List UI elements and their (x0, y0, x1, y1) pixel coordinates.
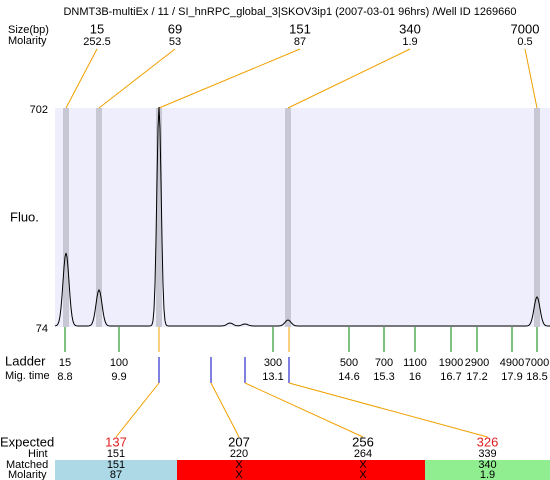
ladder-size: 2900 (465, 357, 489, 369)
peak-connector (158, 48, 301, 109)
molarity-value: 87 (110, 469, 122, 480)
ladder-size: 500 (340, 357, 358, 369)
ladder-time: 16 (409, 371, 421, 383)
ladder-size: 1900 (439, 357, 463, 369)
time-label: Mig. time (5, 370, 50, 382)
expected-value: 256 (352, 434, 374, 449)
peak-molarity: 0.5 (517, 36, 532, 48)
ladder-time: 9.9 (111, 371, 126, 383)
fragment-connector (115, 382, 160, 438)
expected-value: 137 (105, 434, 127, 449)
expected-value: 326 (477, 434, 499, 449)
matched-value: X (359, 459, 367, 471)
peak-molarity: 87 (294, 36, 306, 48)
ladder-time: 17.2 (466, 371, 487, 383)
matched-band (301, 460, 425, 480)
peak-connector (65, 48, 98, 109)
fragment-connector (288, 382, 488, 438)
peak-size: 69 (168, 21, 182, 36)
molarity-label: Molarity (8, 35, 47, 47)
molarity-value: X (359, 469, 367, 480)
fragment-connector (244, 382, 364, 438)
peak-connector (98, 48, 176, 109)
peak-size: 151 (289, 21, 311, 36)
matched-band (55, 460, 177, 480)
peak-connector (287, 48, 411, 109)
y-max-label: 702 (30, 104, 48, 116)
ladder-size: 15 (59, 357, 71, 369)
trace (54, 106, 550, 327)
size-label: Size(bp) (8, 24, 49, 36)
y-min-label: 74 (36, 323, 48, 335)
molarity-value: X (235, 469, 243, 480)
fragment-connector (210, 382, 240, 438)
expected-value: 207 (228, 434, 250, 449)
peak-band (63, 108, 69, 327)
peak-molarity: 1.9 (402, 36, 417, 48)
molarity-value: 1.9 (480, 469, 495, 480)
matched-value: X (235, 459, 243, 471)
matched-value: 151 (107, 459, 125, 471)
peak-size: 15 (90, 21, 104, 36)
title: DNMT3B-multiEx / 11 / SI_hnRPC_global_3|… (63, 6, 516, 18)
ladder-time: 15.3 (373, 371, 394, 383)
ladder-size: 700 (375, 357, 393, 369)
ladder-time: 16.7 (440, 371, 461, 383)
peak-band (96, 108, 102, 327)
peak-size: 340 (399, 21, 421, 36)
matched-label: Matched (6, 459, 48, 471)
hint-value: 151 (107, 448, 125, 460)
peak-band (156, 108, 162, 327)
ladder-size: 7000 (525, 357, 549, 369)
peak-size: 7000 (511, 21, 540, 36)
peak-connector (524, 48, 538, 109)
ladder-size: 4900 (500, 357, 524, 369)
ladder-time: 14.6 (338, 371, 359, 383)
plot-area (55, 108, 550, 327)
ladder-time: 18.5 (526, 371, 547, 383)
peak-band (534, 108, 540, 327)
ladder-size: 1100 (403, 357, 427, 369)
ladder-size: 300 (264, 357, 282, 369)
hint-value: 220 (230, 448, 248, 460)
hint-value: 264 (354, 448, 372, 460)
matched-band (425, 460, 550, 480)
ladder-label: Ladder (5, 353, 46, 368)
ladder-time: 17.9 (501, 371, 522, 383)
expected-label: Expected (0, 434, 54, 449)
peak-molarity: 252.5 (83, 36, 111, 48)
ladder-time: 13.1 (262, 371, 283, 383)
hint-value: 339 (478, 448, 496, 460)
matched-value: 340 (478, 459, 496, 471)
matched-band (177, 460, 301, 480)
peak-band (285, 108, 291, 327)
y-axis-label: Fluo. (10, 209, 39, 224)
peak-molarity: 53 (169, 36, 181, 48)
ladder-time: 8.8 (57, 371, 72, 383)
molarity-row-label: Molarity (8, 469, 47, 480)
ladder-size: 100 (110, 357, 128, 369)
hint-label: Hint (28, 448, 48, 460)
